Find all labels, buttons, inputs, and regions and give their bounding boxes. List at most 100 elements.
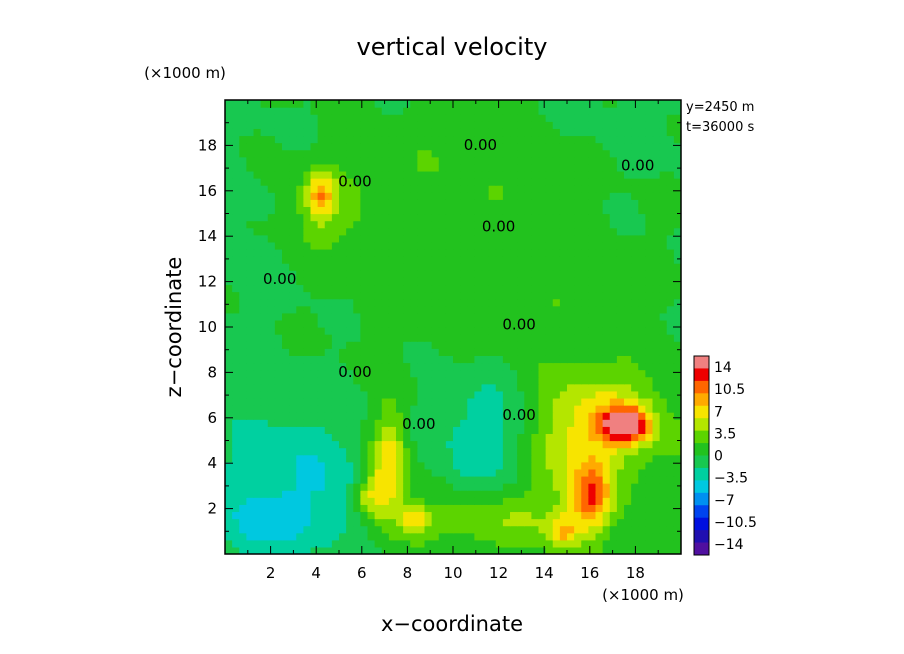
- heatmap-cell: [631, 178, 639, 186]
- heatmap-cell: [225, 121, 233, 129]
- heatmap-cell: [360, 263, 369, 271]
- heatmap-cell: [645, 327, 654, 335]
- heatmap-cell: [666, 355, 675, 364]
- heatmap-cell: [567, 163, 575, 172]
- heatmap-cell: [410, 390, 418, 399]
- heatmap-cell: [225, 234, 233, 243]
- heatmap-cell: [381, 291, 390, 300]
- heatmap-cell: [253, 319, 262, 328]
- heatmap-cell: [467, 135, 475, 144]
- heatmap-cell: [445, 156, 454, 165]
- heatmap-cell: [353, 192, 361, 200]
- heatmap-cell: [545, 475, 554, 484]
- heatmap-cell: [588, 504, 597, 513]
- heatmap-cell: [495, 334, 504, 342]
- heatmap-cell: [410, 497, 418, 505]
- heatmap-cell: [253, 291, 262, 300]
- heatmap-cell: [538, 220, 547, 229]
- heatmap-cell: [588, 376, 597, 385]
- heatmap-cell: [232, 433, 240, 442]
- heatmap-cell: [567, 206, 575, 215]
- heatmap-cell: [331, 461, 340, 470]
- heatmap-cell: [410, 178, 418, 186]
- heatmap-cell: [396, 426, 404, 434]
- heatmap-cell: [666, 341, 675, 349]
- heatmap-cell: [502, 156, 511, 165]
- heatmap-cell: [374, 213, 383, 222]
- heatmap-cell: [567, 284, 575, 293]
- heatmap-cell: [595, 135, 604, 144]
- heatmap-cell: [666, 397, 675, 406]
- heatmap-cell: [453, 383, 461, 392]
- heatmap-cell: [260, 461, 269, 470]
- heatmap-cell: [552, 291, 561, 300]
- heatmap-cell: [595, 319, 604, 328]
- heatmap-cell: [602, 114, 611, 122]
- heatmap-cell: [652, 241, 661, 250]
- heatmap-cell: [616, 419, 625, 427]
- heatmap-cell: [531, 376, 540, 385]
- heatmap-cell: [538, 369, 547, 378]
- heatmap-cell: [524, 192, 532, 200]
- heatmap-cell: [360, 483, 369, 491]
- heatmap-cell: [424, 483, 433, 491]
- heatmap-cell: [282, 440, 290, 449]
- heatmap-cell: [488, 539, 497, 548]
- heatmap-cell: [310, 270, 319, 278]
- heatmap-cell: [324, 369, 333, 378]
- heatmap-cell: [616, 376, 625, 385]
- heatmap-cell: [638, 334, 646, 342]
- heatmap-cell: [524, 100, 532, 108]
- heatmap-cell: [524, 390, 532, 399]
- heatmap-cell: [666, 483, 675, 491]
- heatmap-cell: [531, 383, 540, 392]
- heatmap-cell: [303, 497, 312, 505]
- heatmap-cell: [388, 227, 397, 236]
- heatmap-cell: [666, 220, 675, 229]
- heatmap-cell: [253, 277, 262, 286]
- heatmap-cell: [267, 525, 276, 534]
- heatmap-cell: [552, 277, 561, 286]
- heatmap-cell: [331, 405, 340, 413]
- heatmap-cell: [296, 341, 304, 349]
- heatmap-cell: [559, 298, 568, 307]
- heatmap-cell: [517, 170, 525, 179]
- heatmap-cell: [524, 525, 532, 534]
- heatmap-cell: [274, 248, 283, 257]
- heatmap-cell: [431, 405, 440, 413]
- heatmap-cell: [410, 525, 418, 534]
- heatmap-cell: [331, 135, 340, 144]
- heatmap-cell: [645, 397, 654, 406]
- heatmap-cell: [353, 419, 361, 427]
- heatmap-cell: [602, 405, 611, 413]
- heatmap-cell: [673, 546, 681, 554]
- heatmap-cell: [310, 263, 319, 271]
- heatmap-cell: [253, 170, 262, 179]
- heatmap-cell: [346, 327, 354, 335]
- heatmap-cell: [274, 206, 283, 215]
- heatmap-cell: [460, 185, 468, 193]
- heatmap-cell: [595, 447, 604, 456]
- heatmap-cell: [310, 334, 319, 342]
- heatmap-cell: [467, 419, 475, 427]
- heatmap-cell: [367, 163, 376, 172]
- heatmap-cell: [317, 291, 326, 300]
- heatmap-cell: [403, 355, 411, 364]
- heatmap-cell: [638, 213, 646, 222]
- heatmap-cell: [410, 114, 418, 122]
- heatmap-cell: [638, 319, 646, 328]
- heatmap-cell: [360, 397, 369, 406]
- heatmap-cell: [595, 156, 604, 165]
- heatmap-cell: [467, 284, 475, 293]
- heatmap-cell: [360, 405, 369, 413]
- heatmap-cell: [424, 100, 433, 108]
- heatmap-cell: [481, 483, 490, 491]
- heatmap-cell: [260, 100, 269, 108]
- heatmap-cell: [645, 234, 654, 243]
- heatmap-cell: [481, 376, 490, 385]
- heatmap-cell: [524, 248, 532, 257]
- heatmap-cell: [282, 504, 290, 513]
- heatmap-cell: [324, 468, 333, 477]
- heatmap-cell: [595, 419, 604, 427]
- heatmap-cell: [602, 426, 611, 434]
